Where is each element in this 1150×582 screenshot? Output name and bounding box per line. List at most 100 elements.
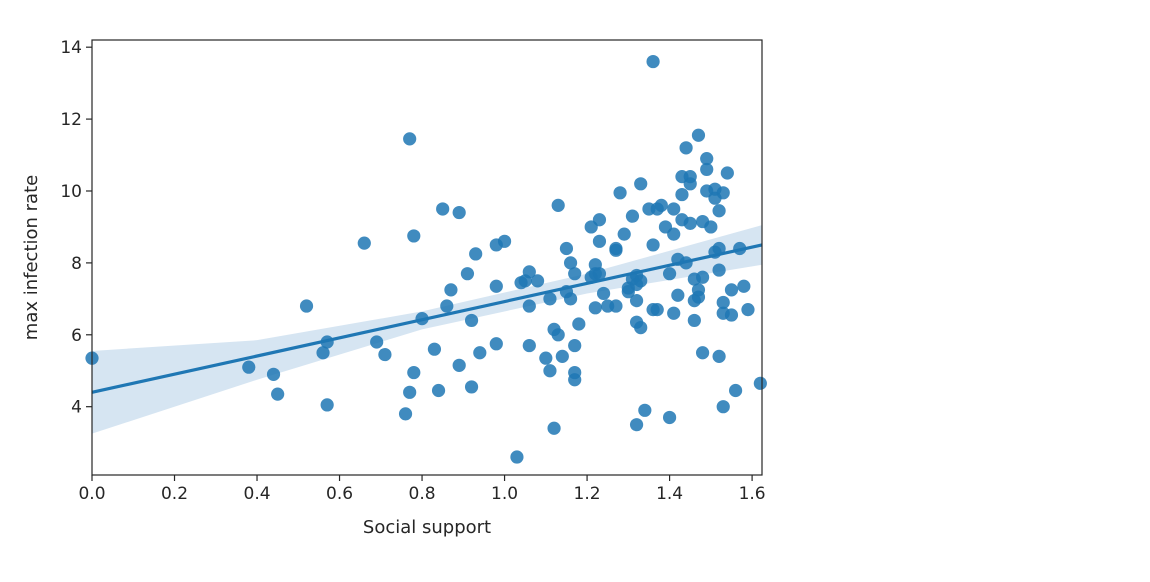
data-point: [662, 267, 677, 281]
data-point: [551, 328, 565, 342]
data-point: [667, 306, 681, 320]
data-point: [662, 410, 677, 425]
data-point: [712, 263, 726, 277]
data-point: [489, 337, 503, 351]
data-point: [522, 299, 536, 313]
data-point: [440, 299, 454, 313]
y-tick-label: 4: [71, 398, 82, 418]
data-point: [695, 270, 710, 284]
data-point: [724, 308, 739, 322]
data-point: [242, 360, 256, 374]
data-point: [724, 283, 739, 297]
data-point: [737, 279, 751, 293]
data-point: [271, 387, 285, 401]
confidence-band-layer: [92, 225, 762, 434]
data-point: [398, 407, 413, 421]
data-point: [543, 292, 557, 306]
data-point: [460, 267, 475, 281]
data-point: [629, 294, 644, 308]
y-axis-title: max infection rate: [21, 175, 42, 340]
data-point: [452, 358, 466, 372]
data-point: [687, 313, 701, 328]
data-point: [370, 335, 384, 349]
data-point: [609, 299, 623, 313]
data-point: [634, 177, 648, 191]
data-point: [403, 132, 417, 146]
data-point: [712, 349, 726, 363]
data-point: [700, 162, 714, 177]
x-tick-label: 1.6: [739, 484, 766, 504]
data-point: [452, 205, 466, 220]
confidence-band: [92, 225, 762, 434]
scatter-points-layer: [85, 54, 767, 464]
x-axis-title: Social support: [363, 517, 491, 538]
data-point: [320, 398, 334, 412]
data-point: [568, 267, 582, 281]
data-point: [638, 403, 652, 417]
x-tick-label: 0.6: [326, 484, 353, 504]
x-tick-label: 0.0: [78, 484, 105, 504]
data-point: [617, 227, 631, 241]
data-point: [679, 141, 693, 155]
y-tick-label: 10: [60, 182, 82, 202]
data-point: [464, 380, 479, 394]
data-point: [555, 349, 569, 363]
data-point: [592, 213, 607, 227]
data-point: [378, 347, 392, 362]
data-point: [568, 338, 582, 353]
data-point: [741, 303, 755, 317]
data-point: [609, 243, 623, 257]
data-point: [543, 364, 557, 378]
data-point: [654, 198, 668, 212]
data-point: [403, 385, 417, 399]
x-tick-label: 0.8: [409, 484, 436, 504]
data-point: [427, 342, 442, 356]
data-point: [469, 247, 483, 261]
data-point: [646, 238, 660, 252]
data-point: [357, 236, 371, 250]
y-axis-ticks: 4 6 8 10 12 14: [60, 38, 92, 418]
data-point: [720, 166, 734, 180]
data-point: [625, 209, 640, 223]
data-point: [671, 288, 685, 302]
data-point: [436, 202, 450, 216]
data-point: [596, 286, 611, 301]
data-point: [563, 292, 578, 306]
data-point: [407, 365, 421, 380]
data-point: [753, 376, 767, 390]
data-point: [530, 274, 545, 288]
x-tick-label: 0.2: [161, 484, 188, 504]
axes-frame: [91, 39, 763, 476]
data-point: [559, 241, 574, 256]
data-point: [539, 351, 553, 365]
data-point: [733, 241, 747, 256]
x-tick-label: 0.4: [244, 484, 271, 504]
data-point: [712, 241, 726, 256]
data-point: [497, 234, 512, 248]
data-point: [691, 128, 706, 142]
x-tick-label: 1.0: [491, 484, 518, 504]
data-point: [547, 421, 561, 435]
data-point: [695, 346, 710, 360]
x-tick-label: 1.2: [574, 484, 601, 504]
data-point: [522, 338, 536, 353]
data-point: [667, 202, 681, 216]
data-point: [629, 418, 644, 432]
data-point: [613, 186, 627, 200]
x-axis-ticks: 0.0 0.2 0.4 0.6 0.8 1.0 1.2 1.4 1.6: [78, 475, 766, 504]
data-point: [679, 256, 693, 270]
data-point: [634, 274, 648, 288]
data-point: [551, 198, 565, 212]
y-tick-label: 14: [60, 38, 82, 58]
data-point: [522, 265, 536, 279]
data-point: [415, 312, 429, 326]
data-point: [473, 346, 487, 360]
data-point: [266, 367, 281, 381]
data-point: [592, 234, 607, 248]
data-point: [510, 450, 524, 464]
data-point: [572, 317, 586, 331]
data-point: [716, 295, 730, 310]
data-point: [592, 267, 607, 281]
data-point: [489, 279, 503, 293]
data-point: [712, 204, 726, 218]
